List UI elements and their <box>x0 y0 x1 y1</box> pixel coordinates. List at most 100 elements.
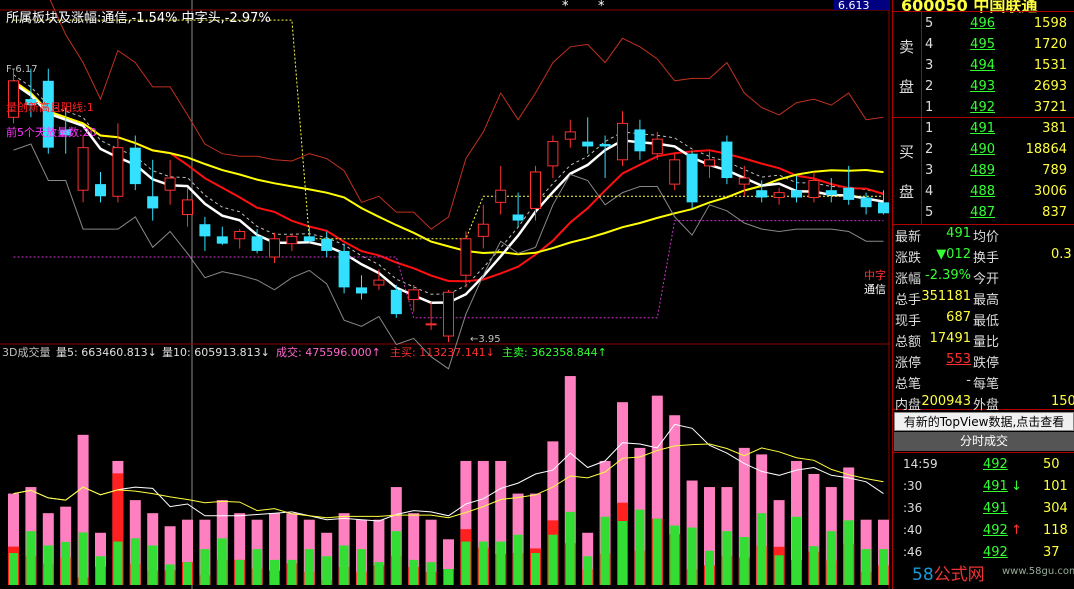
candle[interactable] <box>686 151 698 209</box>
candle[interactable] <box>112 123 124 203</box>
candle[interactable] <box>147 159 159 221</box>
stat-row[interactable]: 总笔 - 每笔 <box>893 371 1074 392</box>
volume-bar[interactable] <box>582 532 594 585</box>
volume-bar[interactable] <box>721 487 733 585</box>
buy-level-row[interactable]: 4 488 3006 <box>893 182 1074 203</box>
volume-bar[interactable] <box>756 454 768 585</box>
candle[interactable] <box>303 226 315 244</box>
sell-level-row[interactable]: 5 496 1598 <box>893 14 1074 35</box>
volume-bar[interactable] <box>738 447 750 585</box>
sell-level-row[interactable]: 1 492 3721 <box>893 98 1074 119</box>
stat-row[interactable]: 总额 17491 量比 <box>893 329 1074 350</box>
candle[interactable] <box>878 190 889 215</box>
candle[interactable] <box>617 111 628 166</box>
volume-bar[interactable] <box>216 500 228 585</box>
candle[interactable] <box>77 135 89 203</box>
candle[interactable] <box>390 284 402 318</box>
tick-row[interactable]: :30 491 ↓ 101 <box>893 477 1074 498</box>
candle[interactable] <box>129 135 141 191</box>
volume-bar[interactable] <box>95 532 106 585</box>
volume-bar[interactable] <box>512 493 524 585</box>
tab-tick-trades[interactable]: 分时成交 <box>894 432 1074 451</box>
candle[interactable] <box>808 171 820 203</box>
candle[interactable] <box>704 151 715 179</box>
candle[interactable] <box>8 68 19 124</box>
candle[interactable] <box>860 192 872 215</box>
volume-bar[interactable] <box>8 493 19 585</box>
candle[interactable] <box>791 175 802 203</box>
candle[interactable] <box>216 226 228 245</box>
stat-row[interactable]: 内盘 200943 外盘 150 <box>893 392 1074 413</box>
candle[interactable] <box>338 243 350 294</box>
volume-bar[interactable] <box>199 519 211 585</box>
volume-bar[interactable] <box>373 519 385 585</box>
sell-level-row[interactable]: 3 494 1531 <box>893 56 1074 77</box>
buy-level-row[interactable]: 5 487 837 <box>893 203 1074 224</box>
candle[interactable] <box>408 284 420 312</box>
volume-bar[interactable] <box>669 415 681 585</box>
candle[interactable] <box>443 289 454 343</box>
volume-bar[interactable] <box>686 480 698 585</box>
buy-level-row[interactable]: 2 490 18864 <box>893 140 1074 161</box>
buy-level-row[interactable]: 1 491 381 <box>893 119 1074 140</box>
volume-bar[interactable] <box>860 519 872 585</box>
volume-bar[interactable] <box>634 447 646 585</box>
volume-bar[interactable] <box>651 395 663 585</box>
volume-bar[interactable] <box>269 513 280 585</box>
volume-bar[interactable] <box>843 467 855 585</box>
topview-banner[interactable]: 有新的TopView数据,点击查看 <box>894 412 1074 431</box>
candle[interactable] <box>756 180 768 203</box>
candle[interactable] <box>182 187 193 227</box>
candle[interactable] <box>599 135 611 179</box>
candle[interactable] <box>164 159 176 205</box>
volume-bar[interactable] <box>25 487 37 585</box>
candle[interactable] <box>286 233 298 251</box>
candle[interactable] <box>460 231 472 288</box>
candle[interactable] <box>738 165 750 197</box>
tick-row[interactable]: :46 492 37 <box>893 543 1074 564</box>
candle[interactable] <box>582 117 594 154</box>
volume-bar[interactable] <box>825 487 837 585</box>
volume-bar[interactable] <box>443 539 454 585</box>
volume-bar[interactable] <box>129 500 141 585</box>
candle[interactable] <box>234 229 246 249</box>
candle[interactable] <box>825 178 837 203</box>
candle[interactable] <box>773 187 785 205</box>
candle[interactable] <box>321 231 333 258</box>
candle[interactable] <box>251 229 263 254</box>
volume-bar[interactable] <box>547 441 559 585</box>
candle[interactable] <box>60 107 72 154</box>
volume-bar[interactable] <box>147 513 159 585</box>
volume-bar[interactable] <box>530 493 541 585</box>
sell-level-row[interactable]: 2 493 2693 <box>893 77 1074 98</box>
volume-bar[interactable] <box>773 500 785 585</box>
candle[interactable] <box>269 232 280 264</box>
volume-bar[interactable] <box>77 434 89 585</box>
candle[interactable] <box>651 131 663 160</box>
volume-bar[interactable] <box>617 402 628 585</box>
volume-bar[interactable] <box>356 519 367 585</box>
stat-row[interactable]: 涨幅 -2.39% 今开 <box>893 266 1074 287</box>
candle[interactable] <box>634 119 646 160</box>
volume-bar[interactable] <box>321 532 333 585</box>
stat-row[interactable]: 最新 491 均价 <box>893 224 1074 245</box>
candle[interactable] <box>425 301 437 330</box>
kline-chart[interactable]: 所属板块及涨幅:通信,-1.54% 中字头,-2.97% 6.613 * * F… <box>0 0 890 589</box>
candle[interactable] <box>512 192 524 227</box>
candle[interactable] <box>530 165 541 221</box>
volume-bar[interactable] <box>112 460 124 585</box>
buy-level-row[interactable]: 3 489 789 <box>893 161 1074 182</box>
volume-bar[interactable] <box>425 519 437 585</box>
tick-row[interactable]: :40 492 ↑ 118 <box>893 521 1074 542</box>
candle[interactable] <box>721 135 733 185</box>
volume-bar[interactable] <box>303 519 315 585</box>
volume-bar[interactable] <box>791 460 802 585</box>
volume-bar[interactable] <box>234 513 246 585</box>
volume-bar[interactable] <box>599 460 611 585</box>
volume-bar[interactable] <box>408 513 420 585</box>
candle[interactable] <box>373 269 385 290</box>
volume-bar[interactable] <box>42 513 54 585</box>
candle[interactable] <box>547 135 559 179</box>
volume-bar[interactable] <box>564 376 576 585</box>
tick-row[interactable]: 14:59 492 50 <box>893 455 1074 476</box>
